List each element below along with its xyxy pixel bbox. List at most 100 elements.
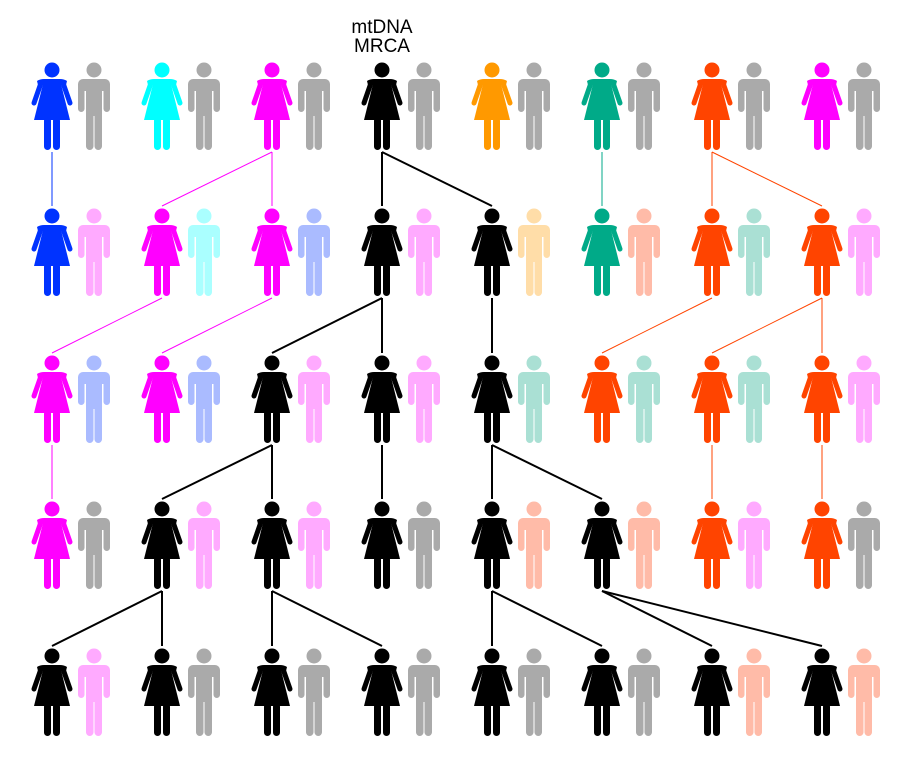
mother-child-link [271, 297, 383, 354]
female-figure-icon [691, 208, 733, 296]
mother-child-link [601, 590, 713, 647]
male-figure-icon [738, 355, 770, 443]
male-figure-icon [408, 208, 440, 296]
mrca-label: mtDNA MRCA [332, 18, 432, 56]
female-figure-icon [691, 62, 733, 150]
male-figure-icon [628, 62, 660, 150]
male-figure-icon [738, 62, 770, 150]
male-figure-icon [848, 648, 880, 736]
female-figure-icon [581, 501, 623, 589]
mother-child-link [51, 590, 163, 647]
mother-child-link [271, 590, 383, 647]
male-figure-icon [188, 355, 220, 443]
mother-child-link [161, 444, 273, 500]
male-figure-icon [848, 501, 880, 589]
female-figure-icon [361, 501, 403, 589]
mother-child-link [601, 590, 823, 647]
female-figure-icon [581, 355, 623, 443]
male-figure-icon [518, 355, 550, 443]
male-figure-icon [738, 648, 770, 736]
male-figure-icon [848, 208, 880, 296]
mother-child-link [491, 590, 603, 647]
female-figure-icon [801, 648, 843, 736]
mother-child-link [161, 297, 273, 354]
female-figure-icon [141, 355, 183, 443]
mother-child-link [161, 151, 273, 207]
male-figure-icon [408, 62, 440, 150]
mother-child-link [601, 297, 713, 354]
male-figure-icon [188, 648, 220, 736]
mother-child-link [491, 444, 603, 500]
male-figure-icon [518, 501, 550, 589]
female-figure-icon [471, 62, 513, 150]
male-figure-icon [848, 62, 880, 150]
male-figure-icon [848, 355, 880, 443]
male-figure-icon [188, 501, 220, 589]
female-figure-icon [31, 501, 73, 589]
male-figure-icon [738, 208, 770, 296]
male-figure-icon [628, 355, 660, 443]
female-figure-icon [471, 648, 513, 736]
mother-child-link [381, 151, 493, 207]
male-figure-icon [78, 62, 110, 150]
label-line-2: MRCA [354, 36, 410, 57]
male-figure-icon [518, 208, 550, 296]
female-figure-icon [691, 501, 733, 589]
female-figure-icon [361, 208, 403, 296]
female-figure-icon [251, 501, 293, 589]
mother-child-link [711, 297, 823, 354]
mother-child-link [711, 151, 823, 207]
male-figure-icon [628, 648, 660, 736]
female-figure-icon [361, 355, 403, 443]
male-figure-icon [738, 501, 770, 589]
female-figure-icon [471, 208, 513, 296]
female-figure-icon [471, 501, 513, 589]
female-figure-icon [581, 208, 623, 296]
female-figure-icon [251, 62, 293, 150]
female-figure-icon [361, 648, 403, 736]
male-figure-icon [298, 648, 330, 736]
female-figure-icon [251, 355, 293, 443]
female-figure-icon [801, 208, 843, 296]
female-figure-icon [31, 62, 73, 150]
male-figure-icon [628, 208, 660, 296]
female-figure-icon [361, 62, 403, 150]
female-figure-icon [141, 648, 183, 736]
label-line-1: mtDNA [351, 17, 413, 38]
female-figure-icon [801, 355, 843, 443]
female-figure-icon [691, 648, 733, 736]
female-figure-icon [31, 355, 73, 443]
female-figure-icon [471, 355, 513, 443]
male-figure-icon [518, 62, 550, 150]
male-figure-icon [408, 355, 440, 443]
female-figure-icon [141, 208, 183, 296]
male-figure-icon [408, 648, 440, 736]
male-figure-icon [188, 62, 220, 150]
female-figure-icon [251, 208, 293, 296]
female-figure-icon [251, 648, 293, 736]
male-figure-icon [188, 208, 220, 296]
male-figure-icon [298, 62, 330, 150]
female-figure-icon [801, 62, 843, 150]
male-figure-icon [298, 208, 330, 296]
male-figure-icon [298, 355, 330, 443]
female-figure-icon [31, 208, 73, 296]
female-figure-icon [581, 62, 623, 150]
male-figure-icon [518, 648, 550, 736]
female-figure-icon [581, 648, 623, 736]
female-figure-icon [691, 355, 733, 443]
male-figure-icon [78, 355, 110, 443]
male-figure-icon [298, 501, 330, 589]
female-figure-icon [801, 501, 843, 589]
male-figure-icon [408, 501, 440, 589]
female-figure-icon [31, 648, 73, 736]
female-figure-icon [141, 62, 183, 150]
female-figure-icon [141, 501, 183, 589]
male-figure-icon [628, 501, 660, 589]
male-figure-icon [78, 208, 110, 296]
male-figure-icon [78, 501, 110, 589]
mother-child-link [51, 297, 163, 354]
male-figure-icon [78, 648, 110, 736]
